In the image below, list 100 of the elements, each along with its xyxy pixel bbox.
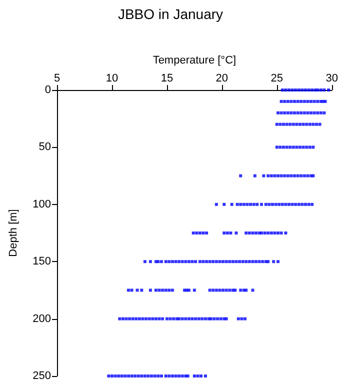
- point: [192, 232, 195, 234]
- point: [316, 88, 320, 92]
- point: [164, 288, 168, 292]
- point: [282, 146, 286, 149]
- point: [218, 260, 222, 264]
- point: [298, 146, 302, 149]
- point: [148, 317, 151, 320]
- point: [196, 374, 200, 378]
- point: [280, 202, 284, 206]
- point: [174, 374, 178, 378]
- point: [256, 202, 259, 206]
- point: [124, 317, 128, 320]
- point: [316, 100, 320, 103]
- point: [260, 202, 264, 206]
- point: [241, 260, 244, 264]
- point: [284, 88, 288, 92]
- y-tick-label: 100: [32, 198, 51, 210]
- point: [306, 111, 310, 114]
- point: [168, 374, 171, 378]
- point: [222, 260, 225, 264]
- x-tick-label: 15: [160, 72, 174, 84]
- point: [306, 100, 310, 103]
- point: [283, 174, 286, 178]
- point: [312, 122, 315, 126]
- point: [151, 317, 154, 320]
- point: [285, 146, 288, 149]
- point: [309, 111, 312, 114]
- point: [200, 374, 203, 378]
- point: [180, 374, 184, 378]
- point: [305, 122, 308, 126]
- point: [219, 317, 222, 320]
- point: [280, 111, 283, 114]
- point: [304, 202, 307, 206]
- point: [143, 260, 146, 264]
- point: [141, 317, 144, 320]
- point: [198, 260, 202, 264]
- point: [170, 374, 174, 378]
- point: [239, 288, 242, 292]
- point: [212, 260, 215, 264]
- point: [314, 122, 318, 126]
- point: [300, 174, 303, 178]
- point: [302, 122, 305, 126]
- point: [248, 260, 251, 264]
- point: [107, 374, 110, 378]
- point: [251, 260, 254, 264]
- point: [117, 374, 120, 378]
- y-tick-label: 50: [38, 141, 51, 154]
- point: [286, 174, 290, 178]
- point: [260, 232, 264, 234]
- point: [236, 202, 239, 206]
- point: [190, 317, 194, 320]
- point: [276, 174, 280, 178]
- point: [180, 317, 184, 320]
- point: [249, 202, 252, 206]
- point: [172, 317, 176, 320]
- point: [308, 146, 312, 149]
- point: [156, 260, 160, 264]
- point: [212, 317, 216, 320]
- point: [153, 374, 156, 378]
- point: [272, 260, 276, 264]
- point: [307, 202, 310, 206]
- point: [319, 88, 322, 92]
- y-tick-label: 200: [32, 312, 51, 325]
- point: [294, 202, 298, 206]
- point: [290, 174, 293, 178]
- point: [263, 232, 266, 234]
- point: [293, 174, 296, 178]
- point: [154, 317, 158, 320]
- point: [305, 146, 308, 149]
- point: [238, 260, 242, 264]
- point: [180, 260, 184, 264]
- point: [231, 260, 234, 264]
- point: [300, 100, 303, 103]
- x-tick-label: 5: [54, 72, 60, 84]
- point: [130, 288, 134, 292]
- point: [143, 374, 146, 378]
- point: [161, 288, 164, 292]
- point: [194, 260, 198, 264]
- point: [280, 100, 283, 103]
- y-tick-label: 250: [32, 370, 51, 382]
- point: [140, 374, 144, 378]
- point: [280, 232, 283, 234]
- point: [222, 202, 226, 206]
- point: [240, 317, 244, 320]
- point: [322, 111, 326, 114]
- point: [244, 288, 248, 292]
- point: [318, 122, 322, 126]
- point: [312, 100, 316, 103]
- point: [300, 111, 303, 114]
- point: [307, 88, 310, 92]
- point: [306, 174, 310, 178]
- point: [228, 260, 232, 264]
- point: [224, 260, 228, 264]
- point: [187, 317, 190, 320]
- point: [264, 202, 268, 206]
- point: [286, 111, 290, 114]
- point: [194, 317, 198, 320]
- point: [205, 260, 208, 264]
- y-tick-label: 150: [32, 256, 51, 268]
- point: [168, 260, 171, 264]
